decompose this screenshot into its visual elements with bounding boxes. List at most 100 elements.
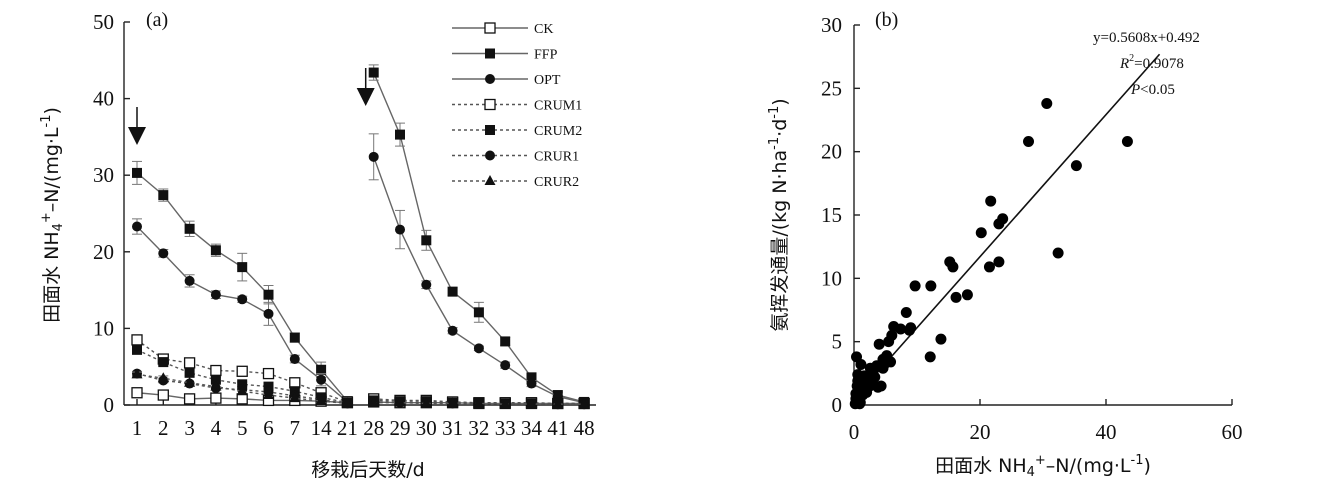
data-point — [158, 190, 169, 201]
regression-line — [853, 53, 1161, 400]
scatter-point — [851, 351, 863, 363]
legend-item-crur2: CRUR2 — [452, 175, 579, 190]
scatter-point — [851, 380, 863, 392]
panel-a-legend: CK FFP OPT CRUM1 CRUM2 CRUR1 CRUR2 — [452, 22, 582, 190]
legend-marker — [485, 125, 495, 135]
panel-b-label: (b) — [875, 9, 898, 31]
data-point — [394, 396, 406, 407]
data-point — [237, 294, 248, 305]
legend-label: CK — [534, 22, 553, 37]
scatter-point — [903, 324, 915, 336]
series-crur2 — [131, 368, 590, 409]
legend-marker — [484, 175, 496, 185]
scatter-point — [1052, 247, 1064, 259]
panel-b-x-tick-label: 0 — [849, 420, 860, 444]
panel-a-y-tick-label: 30 — [93, 163, 114, 187]
series-ffp — [132, 64, 590, 407]
data-point — [368, 67, 379, 78]
panel-a-x-tick-label: 1 — [132, 416, 143, 440]
panel-b-y-tick-label: 20 — [821, 140, 842, 164]
panel-b-y-tick-label: 25 — [821, 76, 842, 100]
legend-label: OPT — [534, 73, 561, 88]
panel-a-x-tick-label: 3 — [184, 416, 195, 440]
data-point — [368, 151, 379, 162]
legend-label: CRUR1 — [534, 150, 579, 165]
data-point — [420, 397, 432, 408]
panel-a-x-tick-label: 30 — [416, 416, 437, 440]
data-point — [237, 379, 248, 390]
data-point — [236, 385, 248, 396]
fertilization-arrow — [128, 107, 146, 145]
legend-marker — [485, 150, 495, 161]
data-point — [500, 360, 511, 371]
scatter-point — [950, 291, 962, 303]
legend-item-ffp: FFP — [452, 48, 558, 63]
scatter-point — [935, 333, 947, 345]
panel-a-x-tick-label: 31 — [442, 416, 463, 440]
data-point — [132, 344, 142, 355]
data-point — [473, 307, 484, 318]
legend-item-ck: CK — [452, 22, 553, 37]
data-point — [421, 235, 432, 246]
data-point — [263, 289, 274, 300]
data-point — [526, 378, 537, 389]
scatter-point — [857, 389, 869, 401]
data-point — [236, 365, 248, 377]
legend-item-opt: OPT — [452, 73, 561, 88]
scatter-point — [983, 261, 995, 273]
data-point — [289, 392, 301, 403]
data-point — [316, 364, 327, 375]
legend-label: FFP — [534, 48, 558, 63]
scatter-point — [1070, 160, 1082, 172]
scatter-point — [852, 369, 864, 381]
panel-a-x-tick-label: 32 — [468, 416, 489, 440]
panel-b-p-value: P<0.05 — [1130, 82, 1175, 98]
legend-item-crum2: CRUM2 — [452, 124, 582, 139]
scatter-point — [944, 256, 956, 268]
data-point — [421, 279, 432, 290]
data-point — [473, 397, 485, 408]
data-point — [578, 398, 590, 409]
scatter-point — [993, 218, 1005, 230]
panel-a-y-tick-label: 20 — [93, 240, 114, 264]
series-line — [136, 349, 348, 404]
panel-b-scatter-chart: (b) 0 5 10 15 20 25 30 0 20 40 60 y=0.5608x+0.492… — [767, 9, 1243, 480]
data-point — [157, 389, 169, 401]
data-point — [289, 354, 300, 365]
panel-a-x-tick-label: 5 — [237, 416, 248, 440]
fertilization-arrow — [356, 68, 375, 106]
data-point — [263, 308, 274, 319]
scatter-point — [873, 338, 885, 350]
panel-a-y-tick-label: 10 — [93, 316, 114, 340]
scatter-point — [888, 320, 900, 332]
panel-b-y-tick-label: 0 — [832, 393, 843, 417]
panel-b-x-tick-label: 40 — [1096, 420, 1117, 444]
data-point — [184, 223, 195, 234]
panel-a-x-tick-label: 48 — [574, 416, 595, 440]
scatter-point — [1121, 136, 1133, 148]
panel-a-y-tick-label: 50 — [93, 10, 114, 34]
panel-a-y-tick-label: 40 — [93, 87, 114, 111]
data-point — [552, 398, 564, 409]
scatter-point — [909, 280, 921, 292]
series-line — [373, 156, 585, 404]
legend-marker — [484, 98, 496, 111]
scatter-point — [993, 256, 1005, 268]
legend-marker — [485, 74, 495, 84]
panel-b-equation: y=0.5608x+0.492 — [1093, 30, 1200, 46]
data-point — [473, 343, 484, 354]
data-point — [210, 392, 222, 404]
scatter-point — [925, 280, 937, 292]
data-point — [316, 374, 327, 385]
data-point — [315, 395, 327, 406]
panel-a-x-tick-label: 28 — [363, 416, 384, 440]
legend-label: CRUM1 — [534, 99, 582, 114]
data-point — [447, 325, 458, 336]
legend-label: CRUM2 — [534, 124, 582, 139]
scatter-point — [872, 381, 884, 393]
legend-marker — [484, 22, 496, 34]
data-point — [210, 289, 221, 300]
panel-a-x-tick-label: 21 — [337, 416, 358, 440]
panel-b-y-tick-label: 10 — [821, 266, 842, 290]
data-point — [447, 286, 458, 297]
